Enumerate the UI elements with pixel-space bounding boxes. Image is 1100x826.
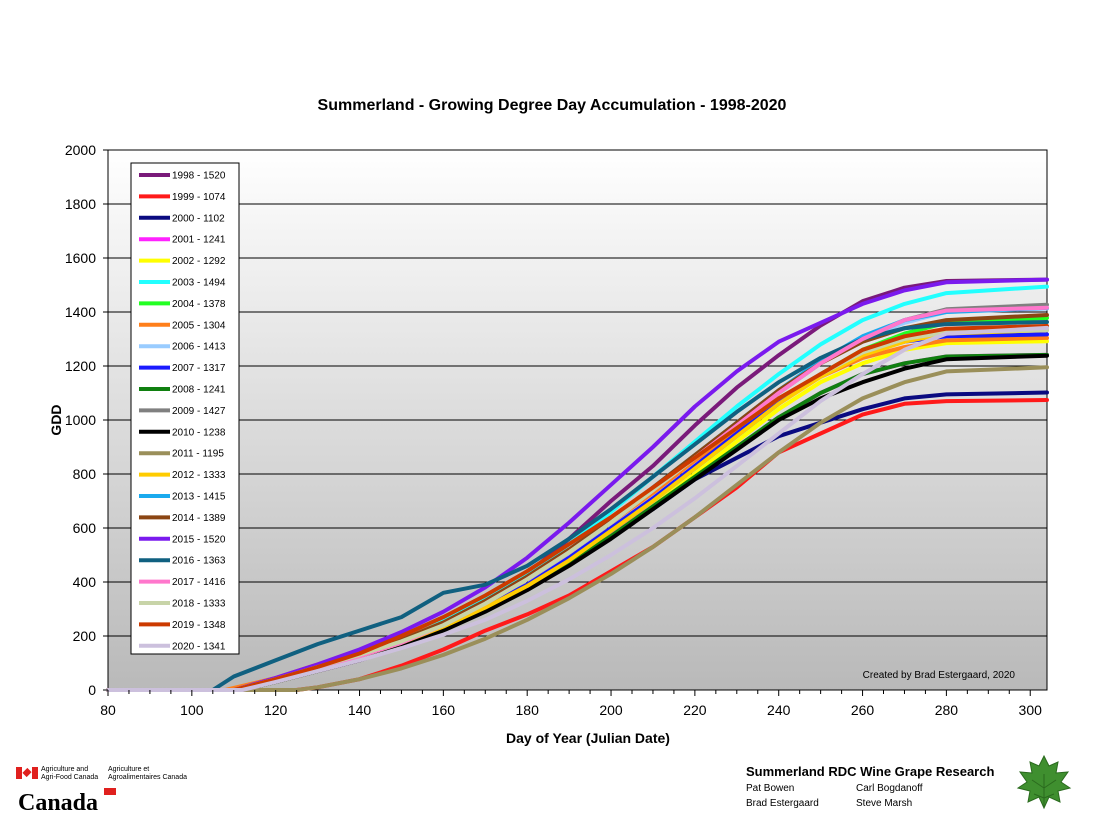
legend-label: 2003 - 1494	[172, 278, 226, 289]
x-axis-title: Day of Year (Julian Date)	[506, 730, 670, 746]
legend-label: 2012 - 1333	[172, 470, 226, 481]
grape-leaf-icon	[1016, 754, 1072, 810]
legend-label: 2016 - 1363	[172, 556, 226, 567]
canada-flag-icon	[16, 767, 38, 779]
legend-label: 2009 - 1427	[172, 406, 226, 417]
legend-label: 2001 - 1241	[172, 235, 226, 246]
y-tick-label: 1400	[65, 304, 96, 320]
legend-label: 2015 - 1520	[172, 534, 226, 545]
x-tick-label: 180	[516, 702, 540, 718]
legend-label: 2020 - 1341	[172, 641, 226, 652]
legend-label: 2011 - 1195	[172, 449, 224, 460]
legend: 1998 - 1520 1999 - 1074 2000 - 1102 2001 - …	[130, 162, 240, 655]
agency-en-line1: Agriculture and	[41, 766, 89, 773]
series-layer	[106, 277, 1049, 692]
x-tick-label: 160	[432, 702, 456, 718]
series-line	[106, 324, 1049, 692]
y-tick-label: 200	[73, 628, 97, 644]
series-line	[106, 325, 1049, 692]
wordmark-flag-icon	[104, 788, 116, 795]
legend-label: 2002 - 1292	[172, 256, 226, 267]
x-tick-label: 200	[599, 702, 623, 718]
y-tick-label: 1800	[65, 196, 96, 212]
legend-label: 2005 - 1304	[172, 320, 226, 331]
x-tick-label: 220	[683, 702, 707, 718]
agency-en-line2: Agri-Food Canada	[41, 774, 99, 781]
x-tick-label: 100	[180, 702, 204, 718]
y-tick-label: 800	[73, 466, 97, 482]
x-axis-ticks: 80 100 120 140 160 180 200 220 240 260 280 300	[100, 690, 1042, 718]
legend-label: 2007 - 1317	[172, 363, 226, 374]
legend-label: 1998 - 1520	[172, 171, 226, 182]
y-tick-label: 600	[73, 520, 97, 536]
chart-title: Summerland - Growing Degree Day Accumula…	[318, 97, 787, 114]
legend-label: 2018 - 1333	[172, 599, 226, 610]
y-tick-label: 2000	[65, 142, 96, 158]
legend-label: 2013 - 1415	[172, 492, 226, 503]
researcher-name: Pat Bowen	[746, 783, 795, 794]
researcher-name: Carl Bogdanoff	[856, 783, 923, 794]
y-tick-label: 1200	[65, 358, 96, 374]
legend-label: 2019 - 1348	[172, 620, 226, 631]
x-tick-label: 120	[264, 702, 288, 718]
y-axis-title: GDD	[48, 404, 64, 435]
agency-en: Agriculture and Agri-Food Canada	[41, 766, 98, 782]
researcher-name: Brad Estergaard	[746, 798, 819, 809]
research-title: Summerland RDC Wine Grape Research	[746, 764, 995, 779]
legend-label: 2017 - 1416	[172, 577, 226, 588]
legend-label: 1999 - 1074	[172, 192, 226, 203]
x-tick-label: 240	[767, 702, 791, 718]
y-tick-label: 400	[73, 574, 97, 590]
agency-fr-line2: Agroalimentaires Canada	[108, 774, 187, 781]
agency-fr: Agriculture et Agroalimentaires Canada	[108, 766, 187, 782]
series-line	[106, 277, 1049, 692]
agency-fr-line1: Agriculture et	[108, 766, 150, 773]
y-tick-label: 1000	[65, 412, 96, 428]
x-tick-label: 80	[100, 702, 116, 718]
canada-wordmark: Canada	[18, 790, 99, 816]
legend-label: 2014 - 1389	[172, 513, 226, 524]
x-tick-label: 300	[1019, 702, 1043, 718]
y-tick-label: 0	[88, 682, 96, 698]
legend-label: 2008 - 1241	[172, 385, 226, 396]
credit-annotation: Created by Brad Estergaard, 2020	[863, 670, 1016, 681]
legend-label: 2004 - 1378	[172, 299, 226, 310]
series-line	[106, 365, 1049, 692]
x-tick-label: 260	[851, 702, 875, 718]
legend-label: 2006 - 1413	[172, 342, 226, 353]
y-axis-ticks: 0 200 400 600 800 1000 1200 1400 1600 1800 2000	[65, 142, 108, 698]
legend-label: 2010 - 1238	[172, 427, 226, 438]
x-tick-label: 140	[348, 702, 372, 718]
researcher-name: Steve Marsh	[856, 798, 913, 809]
research-credits: Summerland RDC Wine Grape Research Pat B…	[746, 754, 1086, 820]
aafc-logo: Agriculture and Agri-Food Canada Agricul…	[16, 764, 206, 820]
y-tick-label: 1600	[65, 250, 96, 266]
legend-label: 2000 - 1102	[172, 213, 225, 224]
x-tick-label: 280	[935, 702, 959, 718]
